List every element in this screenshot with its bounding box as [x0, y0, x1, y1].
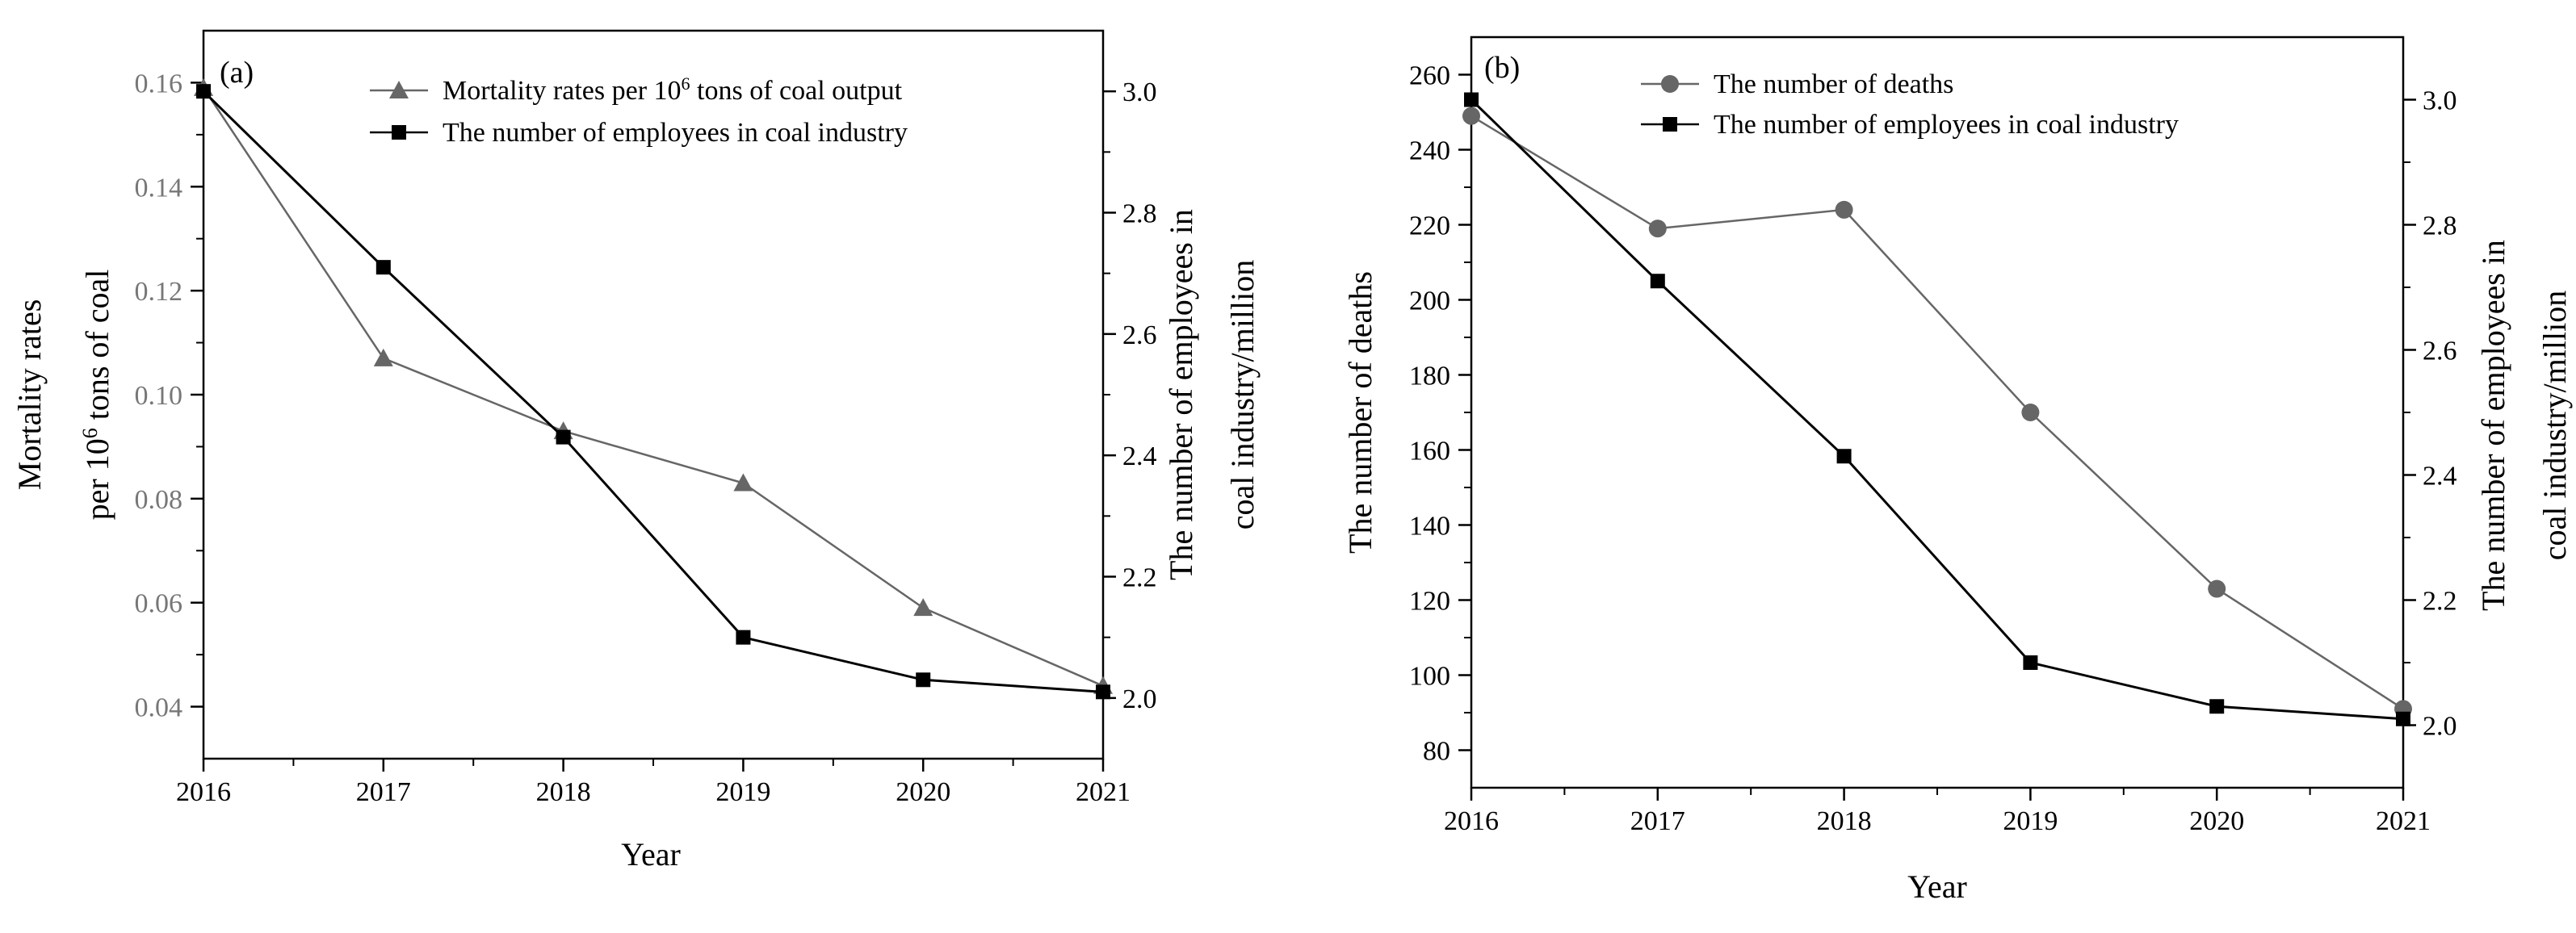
- y-right-tick-label: 2.8: [2423, 211, 2457, 241]
- data-point: [733, 473, 753, 492]
- y-left-tick-label: 0.12: [135, 277, 183, 307]
- legend-marker: [1661, 75, 1679, 93]
- y-left-axis-title-line2: per 106 tons of coal: [78, 270, 116, 521]
- y-left-tick-label: 200: [1409, 287, 1450, 316]
- y-right-tick-label: 2.4: [1122, 441, 1157, 471]
- series-line: [1471, 115, 2404, 710]
- x-tick-label: 2016: [1444, 806, 1499, 836]
- y-left-tick-label: 100: [1409, 662, 1450, 692]
- y-left-axis-title-text: The number of deaths: [1342, 271, 1378, 554]
- data-point: [1648, 220, 1667, 238]
- data-point: [1096, 684, 1110, 700]
- y-left-tick-label: 180: [1409, 362, 1450, 391]
- y-left-tick-label: 80: [1423, 737, 1450, 767]
- data-point: [1650, 274, 1665, 289]
- panel-label: (b): [1484, 51, 1520, 85]
- data-point: [913, 598, 933, 617]
- data-point: [556, 429, 571, 445]
- y-left-tick-label: 0.06: [135, 589, 183, 619]
- y-right-axis-title-line: coal industry/million: [1224, 260, 1261, 529]
- y-right-axis-title-line: The number of employees in: [2475, 240, 2511, 611]
- data-point: [373, 348, 393, 366]
- data-point: [1835, 200, 1853, 219]
- panel-b: 2016 2017 2018 2019 2020 2021 80 100 120 140 160 18…: [1342, 36, 2573, 905]
- data-point: [916, 672, 931, 688]
- y-left-tick-label: 160: [1409, 437, 1450, 466]
- y-left-tick-label: 240: [1409, 136, 1450, 166]
- data-point: [2208, 579, 2226, 598]
- y-right-tick-label: 2.4: [2423, 462, 2457, 492]
- x-tick-label: 2021: [1076, 777, 1131, 807]
- y-right-tick-label: 3.0: [2423, 86, 2457, 116]
- y-right-tick-label: 2.2: [1122, 563, 1157, 593]
- y-right-tick-label: 3.0: [1122, 77, 1157, 107]
- x-tick-label: 2020: [2189, 806, 2244, 836]
- x-tick-label: 2017: [1630, 806, 1685, 836]
- x-tick-label: 2017: [356, 777, 411, 807]
- x-tick-label: 2019: [2003, 806, 2058, 836]
- x-tick-label: 2018: [536, 777, 591, 807]
- y-left-axis-title: Mortality rates per 106 tons of coal: [11, 270, 115, 521]
- data-point: [2209, 699, 2225, 714]
- legend-marker: [389, 81, 409, 98]
- legend-label: The number of employees in coal industry: [443, 118, 908, 148]
- x-tick-label: 2021: [2376, 806, 2431, 836]
- series-line: [202, 87, 1104, 687]
- x-tick-label: 2020: [896, 777, 950, 807]
- x-axis-title: Year: [1907, 868, 1967, 905]
- y-left-tick-label: 0.10: [135, 381, 183, 411]
- series-line: [1470, 98, 2404, 721]
- series-line: [202, 90, 1104, 693]
- y-right-axis-title: The number of employees in coal industry/…: [2475, 240, 2573, 611]
- y-right-axis-title-line: The number of employees in: [1163, 209, 1199, 580]
- x-tick-label: 2016: [176, 777, 231, 807]
- y-right-tick-label: 2.2: [2423, 587, 2457, 617]
- x-tick-label: 2019: [715, 777, 770, 807]
- plot-frame: [1470, 36, 2405, 789]
- data-point: [196, 84, 211, 99]
- y-left-tick-label: 0.08: [135, 485, 183, 515]
- data-point: [1464, 92, 1479, 107]
- y-left-tick-label: 0.14: [135, 173, 183, 203]
- panel-label: (a): [220, 56, 254, 90]
- data-point: [375, 260, 391, 275]
- panel-a: 2016 2017 2018 2019 2020 2021 0.04 0.06 0.08 0.10…: [11, 29, 1261, 872]
- y-right-tick-label: 2.6: [1122, 320, 1157, 350]
- y-left-axis-title-line1: Mortality rates: [11, 299, 48, 491]
- data-point: [2023, 655, 2038, 670]
- y-right-axis-title-line: coal industry/million: [2536, 291, 2573, 560]
- y-right-axis-title: The number of employees in coal industry/…: [1163, 209, 1261, 580]
- data-point: [2396, 711, 2410, 726]
- legend-label: The number of deaths: [1714, 69, 1953, 99]
- y-right-tick-label: 2.0: [2423, 712, 2457, 742]
- y-left-tick-label: 140: [1409, 512, 1450, 542]
- y-left-tick-label: 0.04: [135, 693, 183, 723]
- y-right-tick-label: 2.6: [2423, 337, 2457, 366]
- y-left-axis-title: The number of deaths: [1342, 271, 1378, 554]
- x-axis-title: Year: [621, 836, 681, 872]
- y-left-tick-label: 0.16: [135, 69, 183, 98]
- legend-marker: [392, 125, 406, 140]
- y-right-tick-label: 2.0: [1122, 684, 1157, 714]
- y-left-tick-label: 120: [1409, 587, 1450, 617]
- y-right-tick-label: 2.8: [1122, 199, 1157, 229]
- legend-label: Mortality rates per 106 tons of coal out…: [443, 73, 903, 107]
- data-point: [2021, 404, 2040, 421]
- data-point: [1836, 449, 1852, 464]
- y-left-tick-label: 220: [1409, 211, 1450, 241]
- y-left-tick-label: 260: [1409, 61, 1450, 91]
- x-tick-label: 2018: [1817, 806, 1872, 836]
- legend-label: The number of employees in coal industry: [1714, 110, 2179, 140]
- legend-marker: [1663, 117, 1677, 132]
- data-point: [736, 630, 751, 645]
- data-point: [1462, 107, 1480, 125]
